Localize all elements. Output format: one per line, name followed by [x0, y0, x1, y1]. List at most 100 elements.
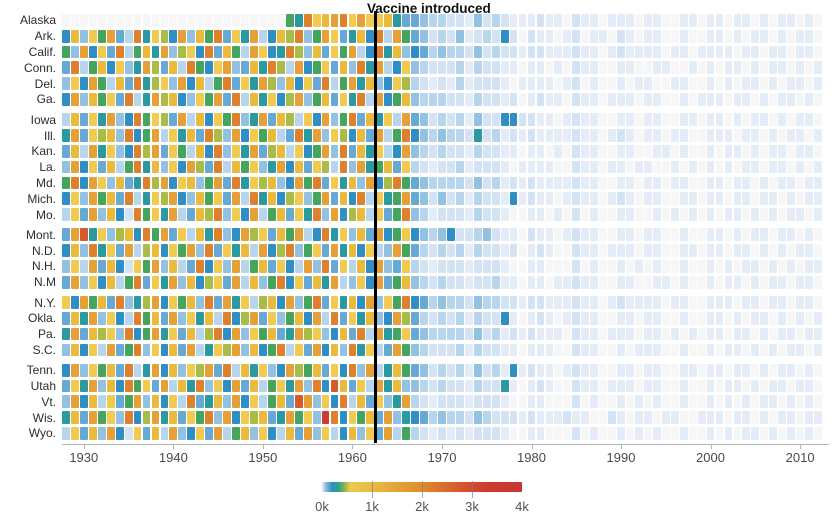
heatmap-cell — [796, 77, 804, 90]
heatmap-cell — [160, 411, 169, 424]
heatmap-cell — [88, 129, 97, 142]
heatmap-cell — [124, 395, 133, 409]
heatmap-cell — [581, 144, 590, 158]
heatmap-cell — [455, 77, 464, 90]
heatmap-cell — [411, 176, 420, 190]
heatmap-cell — [62, 45, 70, 59]
heatmap-cell — [393, 260, 402, 273]
heatmap-cell — [447, 411, 455, 424]
heatmap-cell — [178, 343, 187, 357]
heatmap-cell — [447, 260, 455, 273]
heatmap-cell — [491, 244, 500, 257]
heatmap-cell — [303, 176, 312, 190]
heatmap-cell — [160, 14, 169, 27]
heatmap-cell — [599, 176, 608, 190]
heatmap-cell — [411, 296, 420, 309]
heatmap-cell — [411, 14, 420, 27]
heatmap-cell — [429, 411, 437, 424]
heatmap-cell — [142, 77, 151, 90]
heatmap-cell — [491, 395, 500, 409]
heatmap-cell — [366, 113, 375, 127]
heatmap-cell — [661, 144, 670, 158]
x-axis-tick — [621, 444, 622, 449]
heatmap-cell — [778, 129, 787, 142]
heatmap-cell — [339, 228, 348, 242]
heatmap-cell — [241, 192, 249, 206]
heatmap-cell — [733, 228, 742, 242]
heatmap-cell — [384, 411, 393, 424]
heatmap-cell — [733, 411, 742, 424]
heatmap-cell — [482, 160, 491, 174]
heatmap-cell — [590, 160, 599, 174]
heatmap-cell — [285, 411, 294, 424]
heatmap-cell — [635, 260, 643, 273]
heatmap-cell — [482, 228, 491, 242]
heatmap-cell — [760, 427, 769, 440]
heatmap-cell — [420, 77, 428, 90]
heatmap-cell — [438, 427, 446, 440]
heatmap-cell — [339, 176, 348, 190]
heatmap-cell — [241, 61, 249, 75]
heatmap-cell — [742, 296, 751, 309]
heatmap-cell — [151, 244, 160, 257]
heatmap-cell — [97, 93, 106, 106]
heatmap-cell — [429, 144, 437, 158]
heatmap-cell — [420, 29, 428, 43]
heatmap-cell — [294, 160, 303, 174]
heatmap-cell — [178, 113, 187, 127]
heatmap-cell — [429, 160, 437, 174]
heatmap-cell — [151, 160, 160, 174]
heatmap-cell — [303, 228, 312, 242]
heatmap-cell — [429, 260, 437, 273]
heatmap-cell — [411, 93, 420, 106]
heatmap-cell — [79, 77, 88, 90]
heatmap-cell — [751, 93, 760, 106]
heatmap-cell — [402, 244, 411, 257]
heatmap-cell — [321, 427, 330, 440]
heatmap-cell — [241, 311, 249, 325]
heatmap-cell — [491, 411, 500, 424]
heatmap-cell — [429, 45, 437, 59]
heatmap-cell — [626, 192, 634, 206]
heatmap-cell — [115, 93, 124, 106]
heatmap-cell — [151, 144, 160, 158]
heatmap-cell — [384, 260, 393, 273]
heatmap-cell — [196, 160, 205, 174]
heatmap-cell — [223, 411, 232, 424]
heatmap-cell — [169, 296, 178, 309]
heatmap-cell — [643, 144, 652, 158]
heatmap-cell — [250, 244, 258, 257]
heatmap-cell — [178, 327, 187, 341]
heatmap-cell — [151, 208, 160, 221]
row-label-state: Kan. — [31, 144, 56, 159]
heatmap-cell — [536, 45, 545, 59]
heatmap-cell — [366, 411, 375, 424]
heatmap-cell — [724, 343, 733, 357]
heatmap-cell — [661, 176, 670, 190]
heatmap-cell — [617, 144, 625, 158]
heatmap-cell — [79, 45, 88, 59]
heatmap-cell — [142, 176, 151, 190]
heatmap-cell — [778, 311, 787, 325]
heatmap-cell — [482, 192, 491, 206]
heatmap-cell — [115, 343, 124, 357]
heatmap-cell — [581, 93, 590, 106]
heatmap-cell — [250, 129, 258, 142]
heatmap-cell — [115, 208, 124, 221]
heatmap-cell — [590, 260, 599, 273]
heatmap-cell — [670, 77, 679, 90]
heatmap-cell — [88, 93, 97, 106]
heatmap-cell — [124, 176, 133, 190]
heatmap-cell — [608, 311, 616, 325]
heatmap-cell — [115, 296, 124, 309]
heatmap-cell — [518, 61, 527, 75]
heatmap-cell — [384, 327, 393, 341]
legend-tick — [472, 481, 473, 498]
heatmap-cell — [581, 160, 590, 174]
heatmap-cell — [724, 192, 733, 206]
heatmap-cell — [276, 77, 285, 90]
heatmap-cell — [670, 192, 679, 206]
heatmap-cell — [482, 363, 491, 377]
heatmap-cell — [787, 228, 796, 242]
heatmap-cell — [724, 208, 733, 221]
